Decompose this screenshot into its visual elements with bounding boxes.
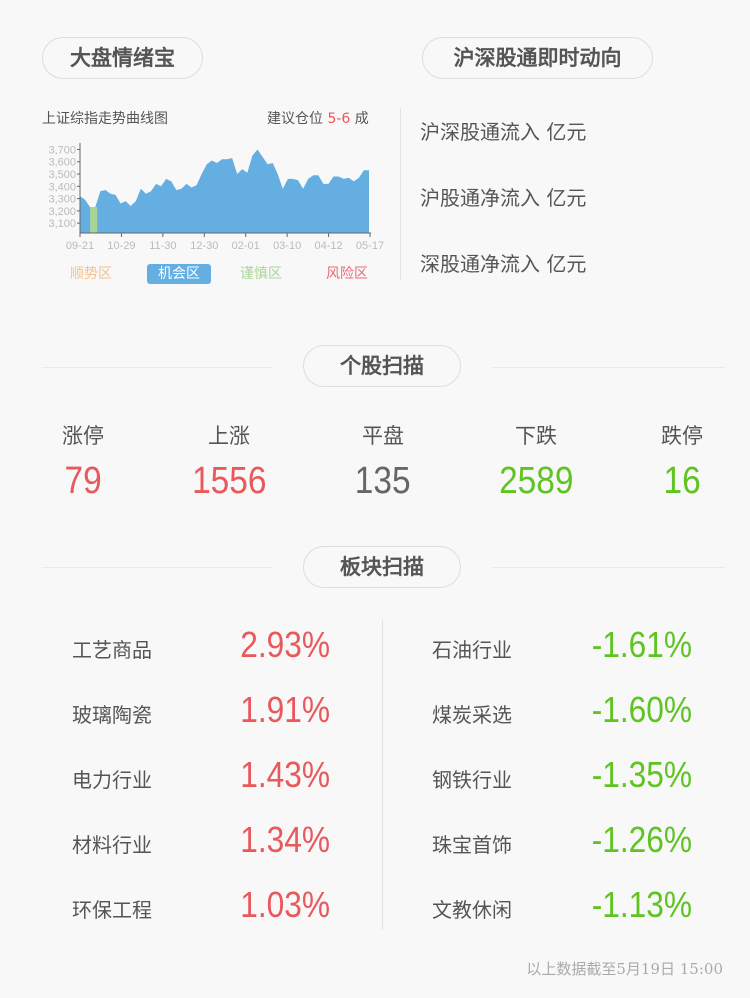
advice-suffix: 成 <box>354 111 369 127</box>
legend-risk-zone: 风险区 <box>326 266 368 282</box>
stock-stat-3: 下跌 2589 <box>476 420 596 503</box>
sector-change: -1.60% <box>591 689 692 730</box>
y-tick-label: 3,600 <box>48 157 76 169</box>
y-tick-label: 3,700 <box>48 144 76 156</box>
position-advice: 建议仓位 5-6 成 <box>267 108 369 128</box>
legend-caution-zone: 谨慎区 <box>240 266 282 282</box>
sector-row: 玻璃陶瓷 1.91% <box>72 689 330 730</box>
stock-stat-0: 涨停 79 <box>23 420 143 503</box>
sector-name: 工艺商品 <box>72 638 152 662</box>
sector-name: 材料行业 <box>72 833 152 857</box>
y-tick-label: 3,200 <box>48 206 76 218</box>
stock-stat-1: 上涨 1556 <box>169 420 289 503</box>
caution-zone-segment <box>90 207 98 233</box>
area-series <box>80 149 369 233</box>
y-tick-label: 3,400 <box>48 181 76 193</box>
divider <box>492 367 725 368</box>
sectors-title: 板块扫描 <box>303 546 461 588</box>
x-tick-label: 04-12 <box>315 240 343 252</box>
sector-row: 珠宝首饰 -1.26% <box>432 819 692 860</box>
sector-change: -1.13% <box>591 884 692 925</box>
y-tick-label: 3,500 <box>48 169 76 181</box>
stat-label: 下跌 <box>515 424 557 448</box>
sector-change: 1.34% <box>240 819 330 860</box>
stat-value: 135 <box>355 460 411 502</box>
sector-change: 1.43% <box>240 754 330 795</box>
top-divider <box>400 108 401 280</box>
zone-legend: 顺势区 机会区 谨慎区 风险区 <box>42 264 382 286</box>
sector-name: 环保工程 <box>72 898 152 922</box>
divider <box>492 567 725 568</box>
legend-opportunity-zone: 机会区 <box>147 264 211 284</box>
stat-value: 1556 <box>191 460 267 502</box>
sector-change: 1.03% <box>240 884 330 925</box>
stat-value: 16 <box>663 460 701 502</box>
sector-row: 工艺商品 2.93% <box>72 624 330 665</box>
sector-name: 石油行业 <box>432 638 512 662</box>
hk-title: 沪深股通即时动向 <box>422 37 653 79</box>
mood-title: 大盘情绪宝 <box>42 37 203 79</box>
advice-value: 5-6 <box>327 111 351 127</box>
stock-stat-2: 平盘 135 <box>323 420 443 503</box>
stat-label: 涨停 <box>62 424 104 448</box>
x-tick-label: 11-30 <box>149 240 176 252</box>
sector-change: -1.35% <box>591 754 692 795</box>
sector-change: -1.26% <box>591 819 692 860</box>
y-tick-label: 3,300 <box>48 194 76 206</box>
hk-total-inflow: 沪深股通流入 亿元 <box>420 120 587 144</box>
advice-prefix: 建议仓位 <box>267 111 323 127</box>
sector-divider <box>382 620 383 930</box>
sh-net-inflow: 沪股通净流入 亿元 <box>420 186 587 210</box>
stocks-title: 个股扫描 <box>303 345 461 387</box>
stat-label: 跌停 <box>661 424 703 448</box>
divider <box>42 367 272 368</box>
x-tick-label: 09-21 <box>66 240 94 252</box>
sector-name: 珠宝首饰 <box>432 833 512 857</box>
sector-row: 环保工程 1.03% <box>72 884 330 925</box>
sector-name: 电力行业 <box>72 768 152 792</box>
sector-name: 文教休闲 <box>432 898 512 922</box>
sz-net-inflow: 深股通净流入 亿元 <box>420 252 587 276</box>
sector-row: 文教休闲 -1.13% <box>432 884 692 925</box>
data-timestamp: 以上数据截至5月19日 15:00 <box>526 960 723 978</box>
stat-value: 2589 <box>498 460 574 502</box>
sector-name: 煤炭采选 <box>432 703 512 727</box>
divider <box>42 567 272 568</box>
sector-row: 石油行业 -1.61% <box>432 624 692 665</box>
sector-row: 电力行业 1.43% <box>72 754 330 795</box>
sector-row: 煤炭采选 -1.60% <box>432 689 692 730</box>
y-tick-label: 3,100 <box>48 218 76 230</box>
stat-label: 平盘 <box>362 424 404 448</box>
x-tick-label: 10-29 <box>107 240 135 252</box>
stat-label: 上涨 <box>208 424 250 448</box>
x-tick-label: 03-10 <box>273 240 301 252</box>
sector-change: 1.91% <box>240 689 330 730</box>
sector-name: 钢铁行业 <box>432 768 512 792</box>
sector-name: 玻璃陶瓷 <box>72 703 152 727</box>
sector-row: 钢铁行业 -1.35% <box>432 754 692 795</box>
stat-value: 79 <box>64 460 102 502</box>
chart-caption: 上证综指走势曲线图 <box>42 111 168 127</box>
sector-change: -1.61% <box>591 624 692 665</box>
sector-row: 材料行业 1.34% <box>72 819 330 860</box>
stock-stat-4: 跌停 16 <box>622 420 742 503</box>
x-tick-label: 02-01 <box>232 240 260 252</box>
legend-trend-zone: 顺势区 <box>70 266 112 282</box>
x-tick-label: 12-30 <box>190 240 218 252</box>
sector-change: 2.93% <box>240 624 330 665</box>
x-tick-label: 05-17 <box>356 240 384 252</box>
